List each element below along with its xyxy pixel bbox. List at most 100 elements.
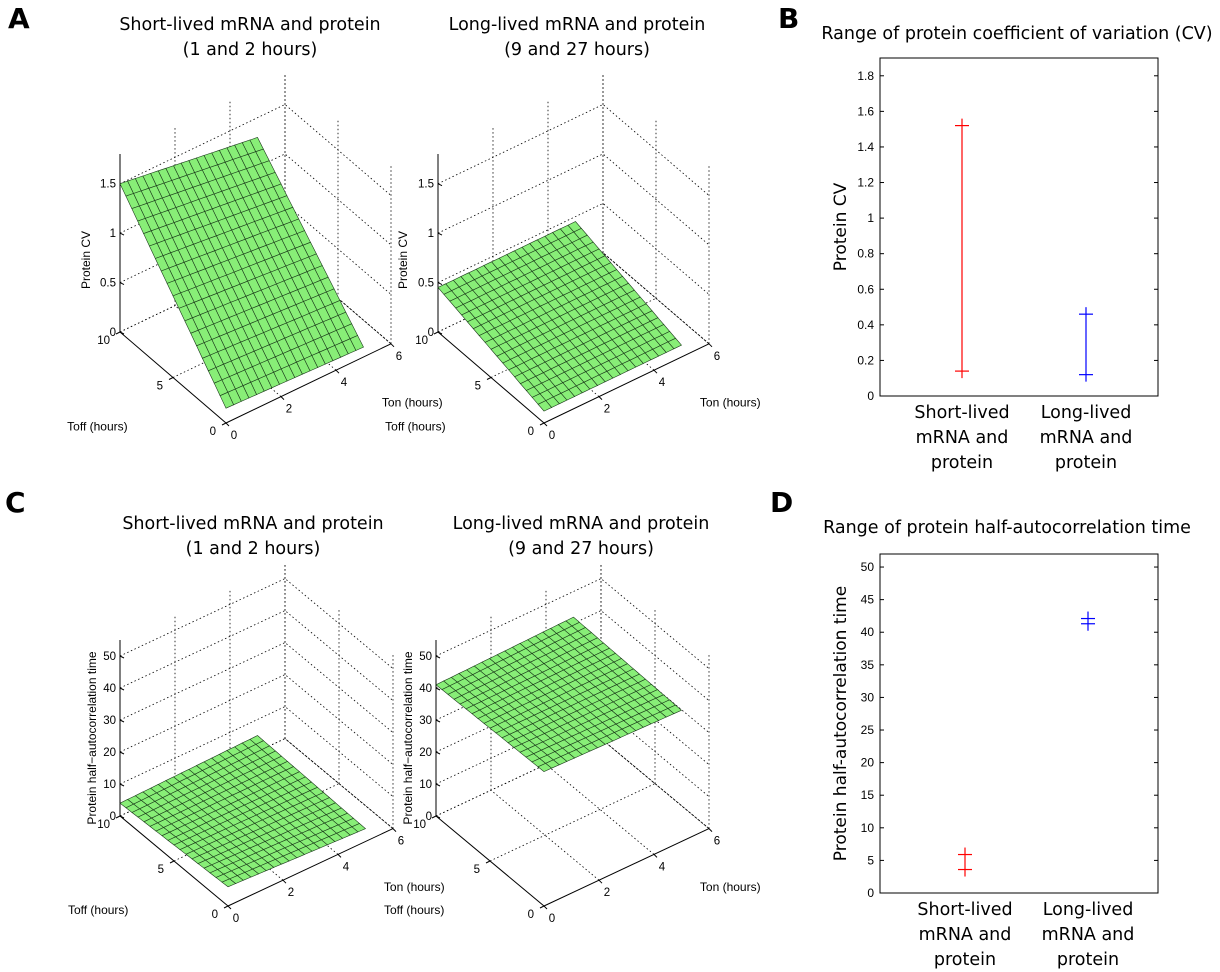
- toff-tick: [169, 860, 175, 864]
- toff-axis-label: Toff (hours): [385, 419, 445, 433]
- ton-tick-label: 6: [396, 351, 402, 363]
- y-tick-label: 0: [867, 886, 874, 900]
- y-tick-label: 0.8: [857, 247, 874, 261]
- category-label-line: Short-lived: [914, 403, 1009, 423]
- y-axis-label: Protein CV: [831, 182, 851, 271]
- axes: [115, 640, 397, 910]
- ton-tick: [227, 905, 232, 910]
- z-tick: [119, 282, 125, 286]
- surface-mesh: [437, 221, 682, 412]
- y-tick-label: 1.6: [857, 104, 874, 118]
- toff-tick: [221, 422, 227, 426]
- axes: [431, 640, 713, 910]
- y-tick-label: 35: [861, 658, 875, 672]
- toff-axis-label: Toff (hours): [384, 903, 444, 917]
- y-tick-label: 45: [861, 593, 875, 607]
- category-label-line: mRNA and: [1042, 925, 1135, 945]
- z-tick-label: 10: [419, 779, 432, 791]
- z-tick: [119, 815, 125, 819]
- toff-axis-label: Toff (hours): [68, 903, 128, 917]
- y-tick-label: 25: [861, 723, 875, 737]
- z-tick-label: 10: [103, 779, 116, 791]
- z-gridline: [119, 578, 394, 669]
- z-tick-label: 20: [103, 747, 116, 759]
- z-tick-label: 0.5: [100, 278, 116, 290]
- toff-tick-label: 10: [97, 335, 110, 347]
- toff-tick: [223, 905, 229, 909]
- toff-axis-label: Toff (hours): [67, 419, 127, 433]
- y-axis-label: Protein half-autocorrelation time: [831, 586, 851, 861]
- toff-tick-label: 5: [475, 381, 481, 393]
- z-tick-label: 40: [419, 683, 432, 695]
- ton-tick: [708, 343, 713, 348]
- z-tick-label: 50: [103, 651, 116, 663]
- y-tick-label: 50: [861, 560, 875, 574]
- z-tick: [435, 687, 441, 691]
- ton-tick-label: 0: [231, 430, 237, 442]
- toff-tick-label: 5: [474, 864, 480, 876]
- panel-a-right-title-line1: Long-lived mRNA and protein: [449, 15, 706, 35]
- chart-title: Range of protein half-autocorrelation ti…: [823, 518, 1191, 538]
- z-tick-label: 1.5: [100, 179, 116, 191]
- y-tick-label: 1.8: [857, 69, 874, 83]
- category-label-line: Long-lived: [1043, 900, 1134, 920]
- z-tick: [119, 783, 125, 787]
- ton-tick-label: 6: [714, 836, 720, 848]
- surface-mesh: [435, 616, 683, 772]
- panel-b-range-plot: Range of protein coefficient of variatio…: [821, 24, 1212, 473]
- z-gridline: [437, 104, 710, 196]
- y-tick-label: 1: [867, 211, 874, 225]
- floor-gridline: [489, 783, 656, 862]
- z-axis-label: Protein half−autocorrelation time: [401, 651, 415, 824]
- ton-axis-line: [225, 343, 392, 424]
- ton-axis-label: Ton (hours): [700, 395, 761, 409]
- toff-tick: [485, 860, 491, 864]
- panel-d-range-plot: Range of protein half-autocorrelation ti…: [823, 518, 1191, 970]
- ton-tick-label: 6: [398, 836, 404, 848]
- ton-tick: [335, 369, 340, 374]
- floor-gridline: [545, 764, 655, 855]
- ton-tick: [280, 396, 285, 400]
- toff-tick: [115, 331, 121, 335]
- y-tick-label: 0.2: [857, 353, 874, 367]
- toff-tick-label: 0: [212, 909, 218, 921]
- toff-tick-label: 0: [528, 909, 534, 921]
- z-tick-label: 1: [110, 228, 116, 240]
- panel-a-left-title-line2: (1 and 2 hours): [183, 40, 318, 60]
- y-tick-label: 0.4: [857, 318, 874, 332]
- z-tick: [119, 655, 125, 659]
- ton-axis-label: Ton (hours): [700, 880, 761, 894]
- ton-tick-label: 4: [659, 861, 666, 873]
- z-tick: [437, 331, 443, 335]
- z-axis-label: Protein half−autocorrelation time: [85, 651, 99, 824]
- toff-tick: [168, 377, 174, 380]
- ton-axis-label: Ton (hours): [382, 395, 443, 409]
- ton-tick-label: 2: [604, 887, 610, 899]
- surface-cell: [219, 391, 235, 409]
- ton-tick-label: 4: [341, 377, 348, 389]
- panel-c-left-title-line2: (1 and 2 hours): [186, 539, 321, 559]
- panel-c-left-title-line1: Short-lived mRNA and protein: [122, 514, 383, 534]
- z-tick-label: 0: [110, 811, 116, 823]
- z-tick-label: 1: [428, 228, 434, 240]
- ton-tick-label: 4: [659, 377, 666, 389]
- toff-tick: [115, 815, 121, 819]
- ton-tick: [598, 396, 603, 400]
- plot-frame: [879, 57, 1159, 397]
- ton-tick-label: 0: [549, 913, 555, 925]
- y-tick-label: 10: [861, 821, 875, 835]
- toff-tick-label: 10: [413, 819, 426, 831]
- z-tick: [437, 282, 443, 286]
- floor-gridline: [284, 738, 394, 829]
- category-label-line: mRNA and: [916, 428, 1009, 448]
- z-gridline: [119, 610, 394, 701]
- panel-letter-c: C: [5, 486, 26, 519]
- category-label-line: protein: [934, 950, 996, 970]
